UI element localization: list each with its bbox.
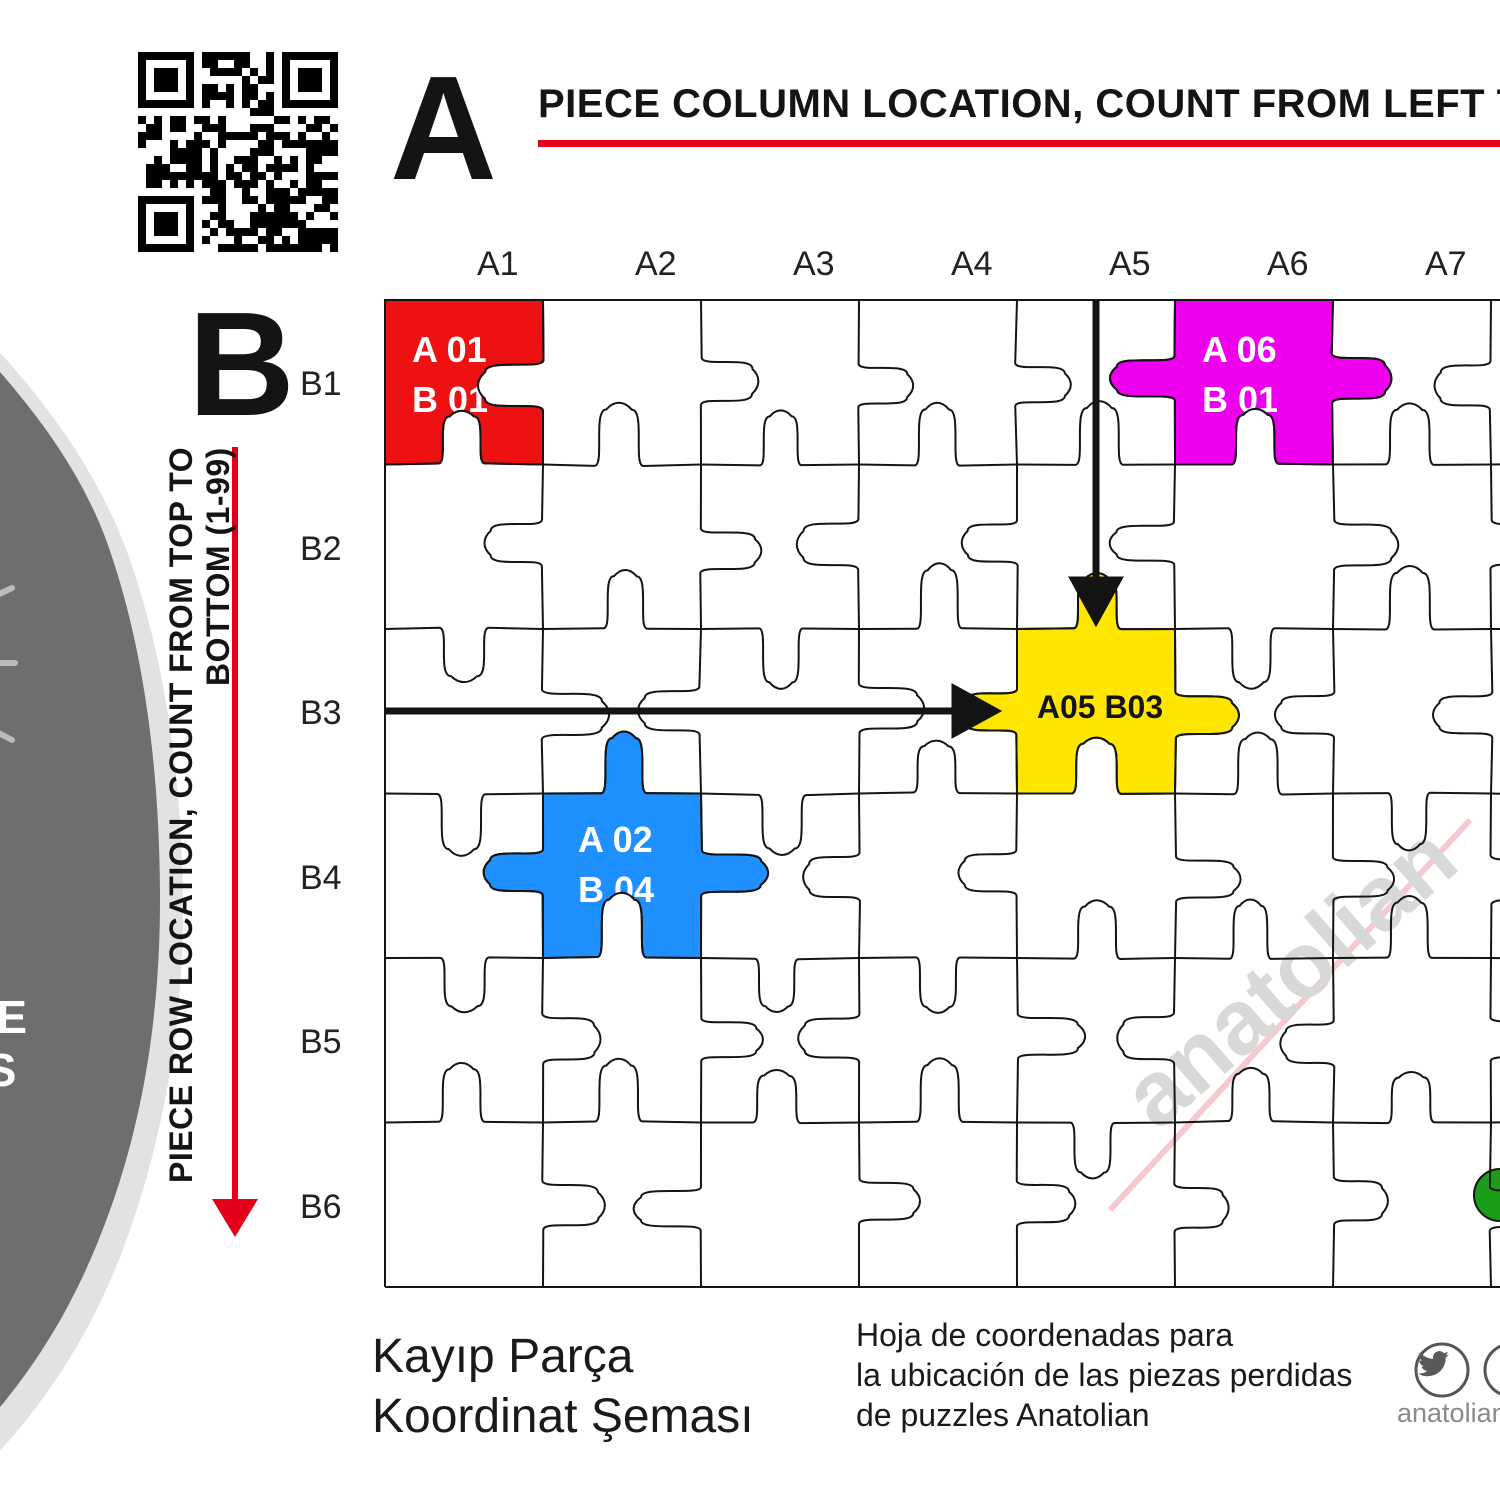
svg-text:A 02: A 02	[578, 819, 653, 860]
svg-text:A05 B03: A05 B03	[1037, 689, 1163, 725]
svg-text:Kayıp Parça: Kayıp Parça	[372, 1330, 634, 1383]
svg-text:Hoja de coordenadas para: Hoja de coordenadas para	[856, 1317, 1233, 1353]
svg-text:A 06: A 06	[1202, 329, 1277, 370]
svg-text:B 04: B 04	[578, 869, 654, 910]
svg-text:de puzzles Anatolian: de puzzles Anatolian	[856, 1397, 1150, 1433]
svg-text:B 01: B 01	[412, 379, 488, 420]
svg-text:anatolian: anatolian	[1104, 806, 1476, 1148]
svg-text:anatolian: anatolian	[1397, 1398, 1500, 1428]
svg-text:A 01: A 01	[412, 329, 487, 370]
svg-text:Koordinat Şeması: Koordinat Şeması	[372, 1390, 754, 1443]
svg-text:la ubicación de las piezas per: la ubicación de las piezas perdidas	[856, 1357, 1352, 1393]
